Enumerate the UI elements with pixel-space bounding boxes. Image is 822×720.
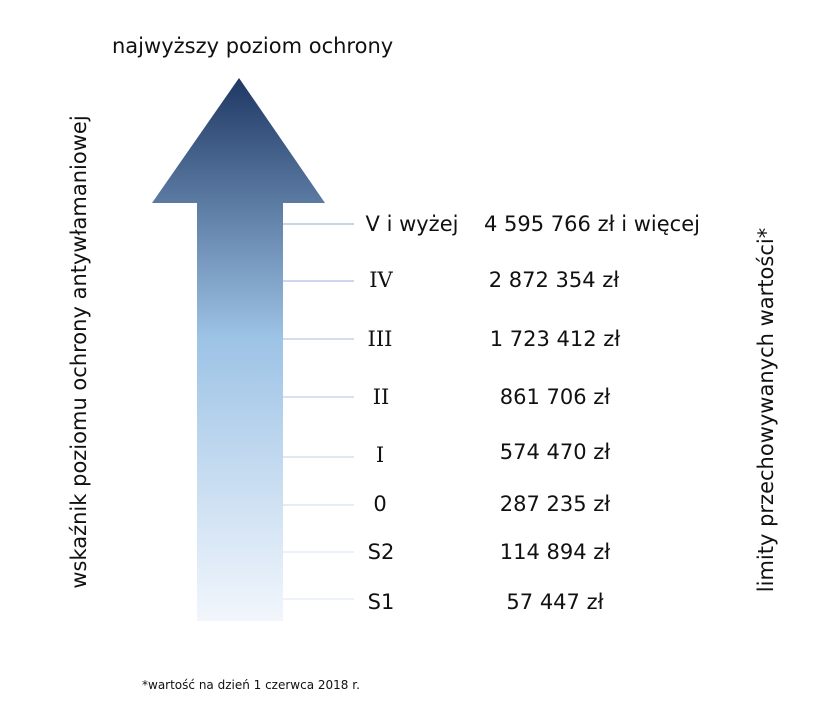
level-value: 57 447 zł [506,590,604,614]
tick-lines [283,223,354,600]
level-label: IV [369,268,393,292]
level-value: 1 723 412 zł [489,327,621,351]
level-label: S2 [367,540,395,564]
level-value: 574 470 zł [499,440,611,464]
level-value: 4 595 766 zł i więcej [484,212,700,236]
level-label: 0 [373,492,387,516]
level-label: S1 [367,590,395,614]
level-label: I [375,443,385,467]
level-value: 114 894 zł [499,540,611,564]
level-value: 2 872 354 zł [488,268,620,292]
level-label: V i wyżej [365,212,459,236]
level-label: III [367,327,393,351]
upward-arrow [152,78,325,621]
right-axis-label: limity przechowywanych wartości* [754,227,778,593]
level-label: II [372,385,390,409]
level-value: 861 706 zł [499,385,611,409]
page-title: najwyższy poziom ochrony [112,34,394,58]
footnote: *wartość na dzień 1 czerwca 2018 r. [142,678,360,692]
left-axis-label: wskaźnik poziomu ochrony antywłamaniowej [67,115,91,589]
level-value: 287 235 zł [499,492,611,516]
